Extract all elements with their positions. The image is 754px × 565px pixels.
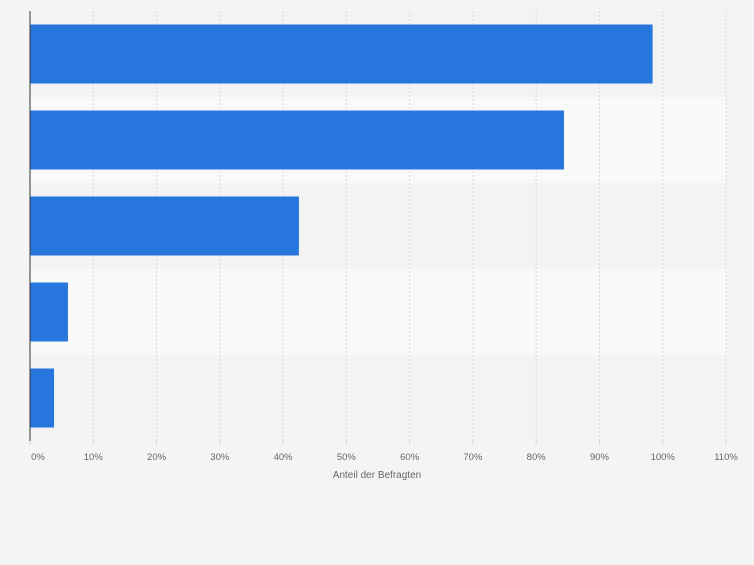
x-tick-label: 60% [400,452,420,463]
bars [30,24,653,428]
bar[interactable] [30,110,565,170]
x-tick-label: 100% [651,452,676,463]
x-tick-label: 30% [210,452,230,463]
x-tick-label: 20% [147,452,167,463]
row-band [30,269,726,355]
x-tick-label: 90% [590,452,610,463]
bar[interactable] [30,196,299,256]
x-tick-labels: 0% 10% 20% 30% 40% 50% 60% 70% 80% 90% 100% 110% [29,441,738,463]
x-tick-label: 0% [31,452,45,463]
bar[interactable] [30,282,68,342]
x-tick-label: 70% [463,452,483,463]
bar[interactable] [30,368,55,428]
x-axis-label: Anteil der Befragten [333,470,421,481]
x-tick-label: 50% [337,452,357,463]
bar[interactable] [30,24,653,84]
row-band [30,355,726,441]
x-tick-label: 110% [714,452,738,463]
x-tick-label: 40% [274,452,294,463]
x-tick-label: 10% [84,452,104,463]
x-tick-label: 80% [527,452,547,463]
